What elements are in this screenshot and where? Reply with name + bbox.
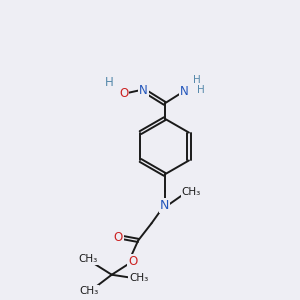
Text: O: O	[114, 231, 123, 244]
Text: CH₃: CH₃	[79, 286, 98, 296]
Text: H: H	[193, 75, 200, 85]
Text: CH₃: CH₃	[129, 273, 148, 283]
Text: H: H	[105, 76, 113, 89]
Text: N: N	[139, 84, 148, 97]
Text: N: N	[179, 85, 188, 98]
Text: CH₃: CH₃	[182, 187, 201, 197]
Text: O: O	[119, 87, 128, 100]
Text: O: O	[128, 255, 137, 268]
Text: N: N	[160, 199, 169, 212]
Text: CH₃: CH₃	[78, 254, 97, 265]
Text: H: H	[197, 85, 205, 95]
